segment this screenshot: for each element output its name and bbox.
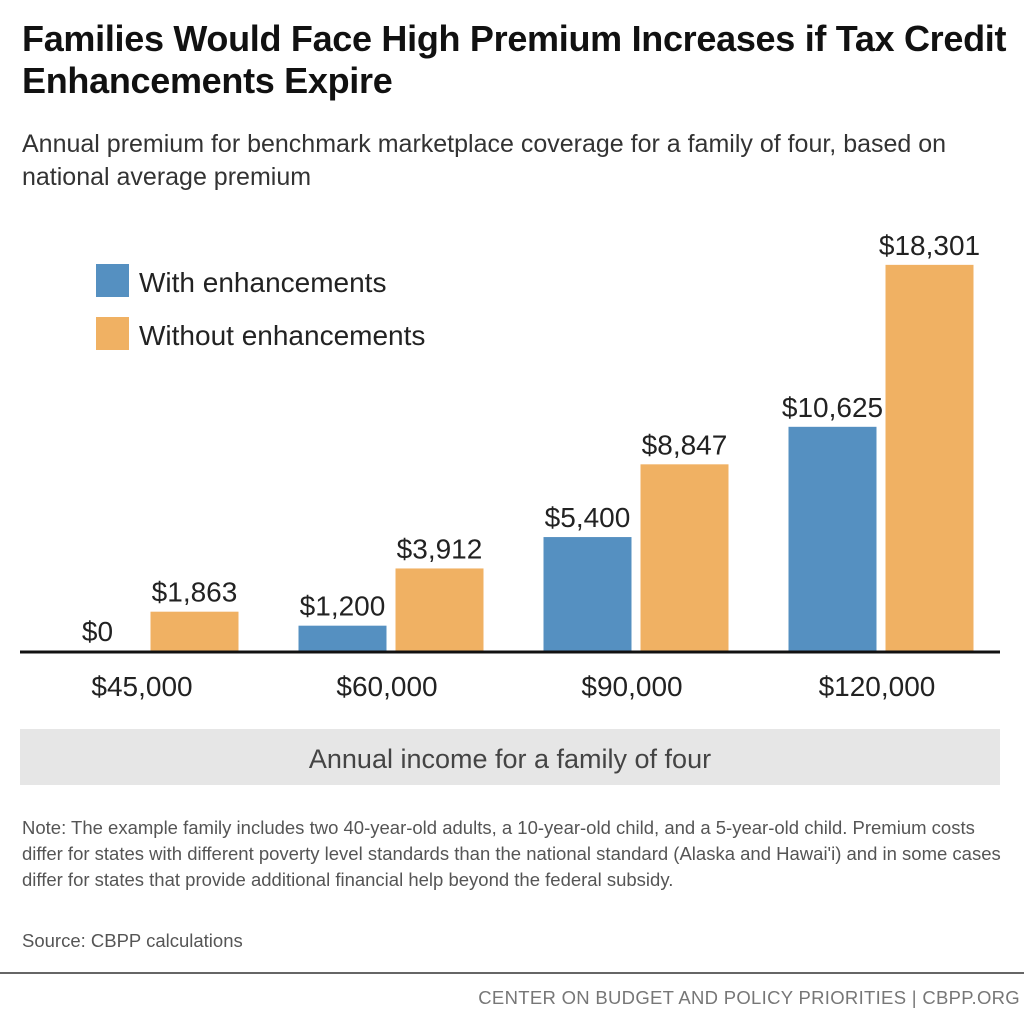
note: Note: The example family includes two 40… [22, 817, 1001, 890]
data-label-0-0: $0 [82, 616, 113, 647]
data-label-1-0: $1,863 [152, 577, 238, 608]
x-axis-title-band [20, 729, 1000, 785]
data-label-1-2: $8,847 [642, 429, 728, 460]
x-axis-title: Annual income for a family of four [309, 744, 711, 774]
data-label-0-2: $5,400 [545, 502, 631, 533]
legend-label-1: Without enhancements [139, 320, 425, 351]
bar-0-2 [543, 537, 632, 651]
bar-1-3 [885, 264, 974, 651]
data-label-1-1: $3,912 [397, 533, 483, 564]
footer-divider [0, 972, 1024, 974]
x-tick-label-1: $60,000 [336, 671, 437, 702]
chart-title: Families Would Face High Premium Increas… [22, 18, 1007, 101]
legend-swatch-0 [96, 264, 129, 297]
legend-swatch-1 [96, 317, 129, 350]
source: Source: CBPP calculations [22, 930, 243, 951]
bar-0-1 [298, 625, 387, 651]
bar-1-2 [640, 464, 729, 651]
bar-1-1 [395, 568, 484, 651]
x-tick-label-0: $45,000 [91, 671, 192, 702]
legend: With enhancements Without enhancements [96, 264, 425, 351]
bar-0-3 [788, 426, 877, 651]
data-label-1-3: $18,301 [879, 230, 980, 261]
bar-1-0 [150, 611, 239, 651]
data-label-0-1: $1,200 [300, 591, 386, 622]
x-tick-label-3: $120,000 [819, 671, 936, 702]
x-tick-labels: $45,000 $60,000 $90,000 $120,000 [91, 671, 935, 702]
chart-subtitle: Annual premium for benchmark marketplace… [22, 130, 947, 191]
data-label-0-3: $10,625 [782, 392, 883, 423]
legend-label-0: With enhancements [139, 267, 386, 298]
x-tick-label-2: $90,000 [581, 671, 682, 702]
bars: $0 $1,200 $5,400 $10,625 $1,863 $3,912 $8,847 $… [82, 230, 980, 651]
footer-credit: CENTER ON BUDGET AND POLICY PRIORITIES |… [478, 987, 1020, 1008]
